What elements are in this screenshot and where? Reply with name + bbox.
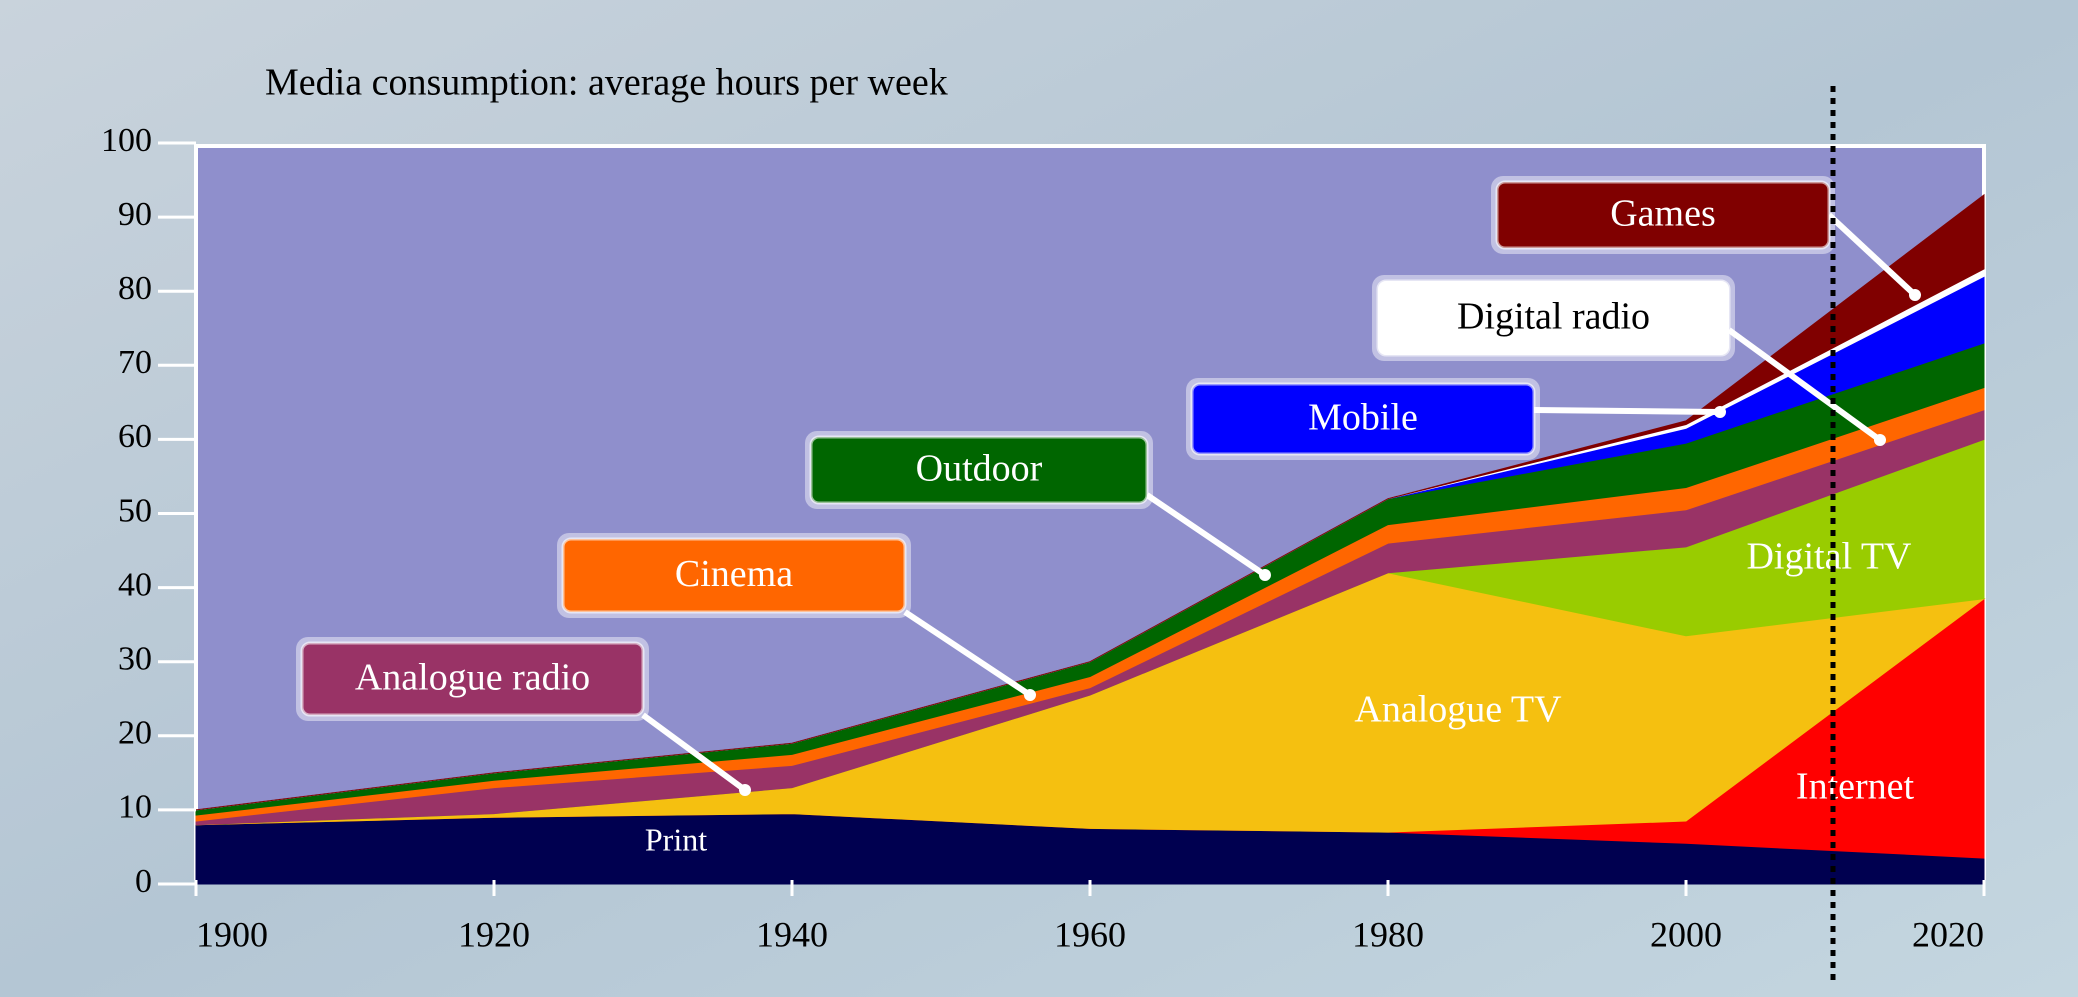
y-tick-label: 60	[118, 418, 152, 455]
x-tick-label: 2020	[1912, 914, 1984, 954]
y-tick-label: 50	[118, 492, 152, 529]
page: {"chart_data": {"type": "stacked-area", …	[0, 0, 2078, 997]
x-tick-label: 1960	[1054, 914, 1126, 954]
chart-title: Media consumption: average hours per wee…	[265, 62, 948, 104]
y-tick-label: 20	[118, 715, 152, 752]
callout-arrow	[1534, 410, 1720, 412]
y-tick-label: 10	[118, 789, 152, 826]
y-tick-label: 30	[118, 640, 152, 677]
arrow-head	[1714, 406, 1726, 418]
legend-label: Analogue radio	[355, 657, 590, 699]
x-tick-label: 1920	[458, 914, 530, 954]
chart: Media consumption: average hours per wee…	[0, 0, 2078, 997]
arrow-head	[1874, 434, 1886, 446]
y-tick-label: 90	[118, 196, 152, 233]
arrow-head	[1909, 289, 1921, 301]
y-tick-label: 70	[118, 344, 152, 381]
x-tick-label: 2000	[1650, 914, 1722, 954]
legend-label: Cinema	[675, 553, 793, 595]
area-label: Digital TV	[1746, 536, 1912, 578]
area-label: Internet	[1796, 766, 1915, 808]
x-tick-label: 1940	[756, 914, 828, 954]
arrow-head	[739, 784, 751, 796]
x-tick-label: 1900	[196, 914, 268, 954]
y-tick-label: 80	[118, 270, 152, 307]
arrow-head	[1024, 689, 1036, 701]
legend-label: Mobile	[1308, 397, 1418, 439]
area-label: Print	[645, 821, 707, 857]
legend-label: Games	[1610, 193, 1716, 235]
y-tick-label: 40	[118, 566, 152, 603]
arrow-head	[1259, 569, 1271, 581]
x-tick-label: 1980	[1352, 914, 1424, 954]
legend-label: Digital radio	[1457, 296, 1650, 338]
y-tick-label: 0	[135, 863, 152, 900]
y-tick-label: 100	[101, 122, 152, 159]
legend-label: Outdoor	[916, 448, 1043, 490]
area-label: Analogue TV	[1354, 689, 1562, 731]
